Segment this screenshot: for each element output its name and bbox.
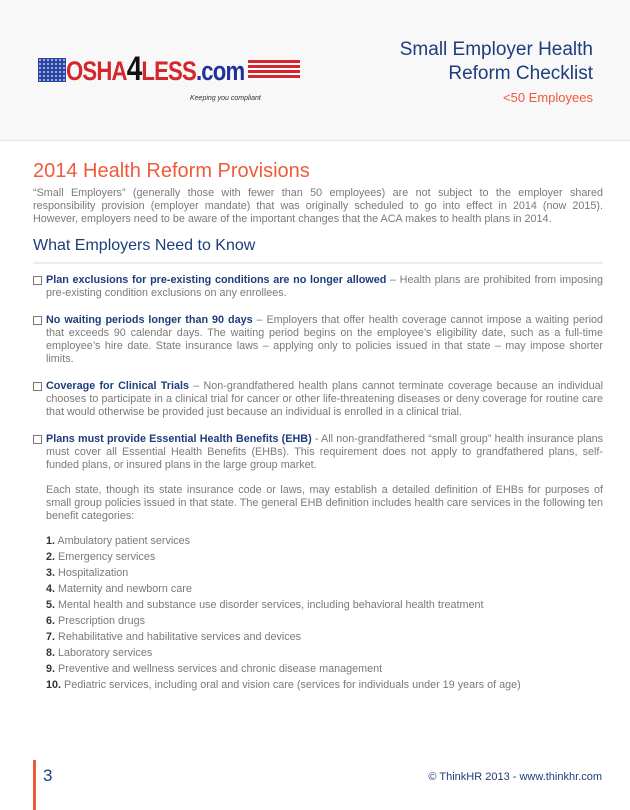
checklist-item: Coverage for Clinical Trials – Non-grand… (33, 380, 603, 419)
list-item: 2. Emergency services (46, 549, 603, 565)
list-label: Hospitalization (58, 567, 129, 579)
section-heading: What Employers Need to Know (33, 236, 603, 264)
list-item: 6. Prescription drugs (46, 613, 603, 629)
list-number: 5. (46, 599, 56, 611)
list-number: 10. (46, 679, 62, 691)
page-number: 3 (43, 766, 53, 785)
checkbox[interactable] (33, 382, 42, 391)
list-number: 4. (46, 583, 56, 595)
intro-paragraph: “Small Employers” (generally those with … (33, 187, 603, 225)
list-item: 3. Hospitalization (46, 565, 603, 581)
checklist-item: Plan exclusions for pre-existing conditi… (33, 274, 603, 300)
list-number: 6. (46, 615, 56, 627)
logo-wordmark: OSHA4LESS.com (66, 50, 245, 88)
list-item: 5. Mental health and substance use disor… (46, 597, 603, 613)
flag-stars-icon (38, 58, 66, 82)
document-title: Small Employer Health Reform Checklist (399, 39, 593, 84)
page-title: 2014 Health Reform Provisions (33, 160, 310, 182)
list-label: Preventive and wellness services and chr… (58, 663, 383, 675)
list-item: 9. Preventive and wellness services and … (46, 661, 603, 677)
list-number: 9. (46, 663, 56, 675)
list-label: Pediatric services, including oral and v… (64, 679, 521, 691)
benefit-categories-list: 1. Ambulatory patient services 2. Emergen… (46, 533, 603, 693)
list-number: 3. (46, 567, 56, 579)
list-number: 8. (46, 647, 56, 659)
flag-stripes-icon (248, 60, 300, 80)
list-number: 2. (46, 551, 56, 563)
list-label: Mental health and substance use disorder… (58, 599, 484, 611)
page-header: OSHA4LESS.com Keeping you compliant Smal… (0, 0, 630, 141)
list-number: 1. (46, 535, 56, 547)
osha4less-logo: OSHA4LESS.com (38, 50, 300, 90)
list-number: 7. (46, 631, 56, 643)
logo-tagline: Keeping you compliant (190, 95, 261, 102)
document-subtitle: <50 Employees (503, 90, 593, 105)
main-content: 2014 Health Reform Provisions “Small Emp… (33, 160, 603, 693)
checkbox[interactable] (33, 276, 42, 285)
checkbox[interactable] (33, 435, 42, 444)
list-label: Prescription drugs (58, 615, 146, 627)
copyright: © ThinkHR 2013 - www.thinkhr.com (428, 771, 602, 783)
list-item: 1. Ambulatory patient services (46, 533, 603, 549)
checklist-item: Plans must provide Essential Health Bene… (33, 433, 603, 472)
checklist-item: No waiting periods longer than 90 days –… (33, 314, 603, 366)
list-item: 4. Maternity and newborn care (46, 581, 603, 597)
list-label: Rehabilitative and habilitative services… (58, 631, 302, 643)
checkbox[interactable] (33, 316, 42, 325)
list-label: Maternity and newborn care (58, 583, 192, 595)
list-label: Emergency services (58, 551, 156, 563)
list-item: 8. Laboratory services (46, 645, 603, 661)
ehb-paragraph: Each state, though its state insurance c… (46, 484, 603, 522)
list-item: 7. Rehabilitative and habilitative servi… (46, 629, 603, 645)
list-item: 10. Pediatric services, including oral a… (46, 677, 603, 693)
list-label: Ambulatory patient services (57, 535, 191, 547)
footer-accent-bar (33, 760, 36, 810)
list-label: Laboratory services (58, 647, 153, 659)
